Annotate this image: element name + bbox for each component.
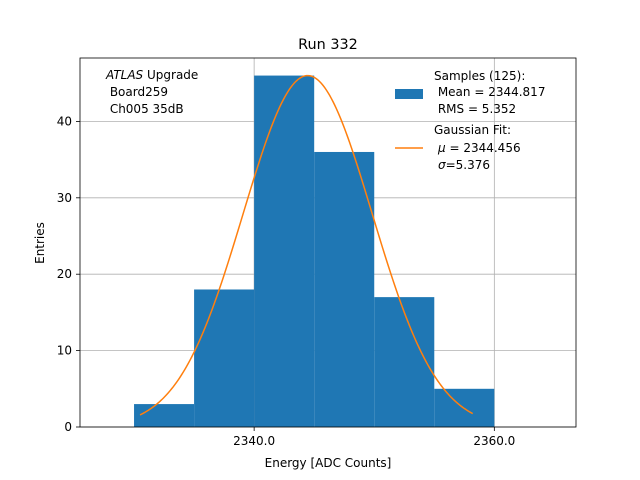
atlas-annotation-channel: Ch005 35dB — [106, 102, 184, 116]
sigma-symbol: σ — [438, 158, 446, 172]
x-tick-label: 2360.0 — [473, 434, 515, 448]
y-tick-label: 0 — [64, 420, 72, 434]
x-axis-ticks: 2340.0 2360.0 — [233, 427, 515, 448]
chart-title: Run 332 — [298, 37, 358, 53]
x-axis-label: Energy [ADC Counts] — [265, 456, 392, 470]
mu-symbol: μ — [437, 141, 446, 155]
legend-fit-title: Gaussian Fit: — [434, 123, 511, 137]
legend: Samples (125): Mean = 2344.817 RMS = 5.3… — [395, 69, 545, 172]
atlas-upgrade-text: Upgrade — [143, 68, 198, 82]
atlas-label: ATLAS — [105, 68, 144, 82]
y-tick-label: 40 — [57, 114, 72, 128]
histogram-bar — [254, 75, 315, 428]
y-tick-label: 30 — [57, 191, 72, 205]
sigma-value: =5.376 — [446, 158, 490, 172]
atlas-annotation-line1: ATLAS Upgrade — [105, 68, 198, 82]
histogram-bar — [134, 404, 195, 427]
mu-value: = 2344.456 — [446, 141, 521, 155]
legend-samples-mean: Mean = 2344.817 — [434, 85, 545, 99]
atlas-annotation-board: Board259 — [106, 85, 168, 99]
legend-samples-rms: RMS = 5.352 — [434, 102, 516, 116]
gaussian-fit-curve — [139, 74, 474, 416]
histogram-bars — [134, 75, 495, 428]
plot-frame — [79, 57, 577, 428]
x-tick-label: 2340.0 — [233, 434, 275, 448]
legend-fit-mu: μ = 2344.456 — [437, 141, 521, 155]
histogram-bar — [314, 151, 375, 428]
legend-samples-title: Samples (125): — [434, 69, 525, 83]
y-tick-label: 10 — [57, 344, 72, 358]
y-axis-ticks: 0 10 20 30 40 — [57, 114, 80, 434]
histogram-bar — [194, 289, 255, 427]
legend-samples-swatch — [395, 89, 423, 99]
y-axis-label: Entries — [33, 222, 47, 264]
histogram-bar — [374, 297, 435, 427]
legend-fit-sigma: σ=5.376 — [438, 158, 490, 172]
y-tick-label: 20 — [57, 267, 72, 281]
